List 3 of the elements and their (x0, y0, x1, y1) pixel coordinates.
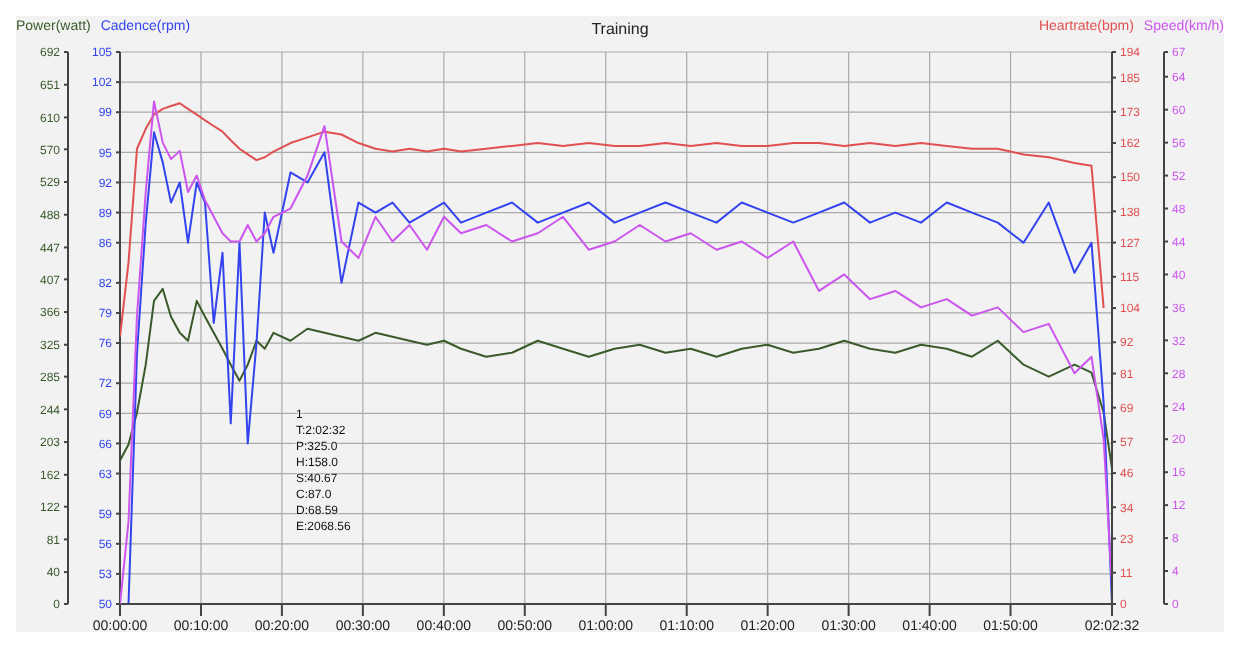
line-series (120, 287, 1112, 470)
chart-title: Training (591, 20, 649, 38)
line-series (120, 102, 1105, 338)
